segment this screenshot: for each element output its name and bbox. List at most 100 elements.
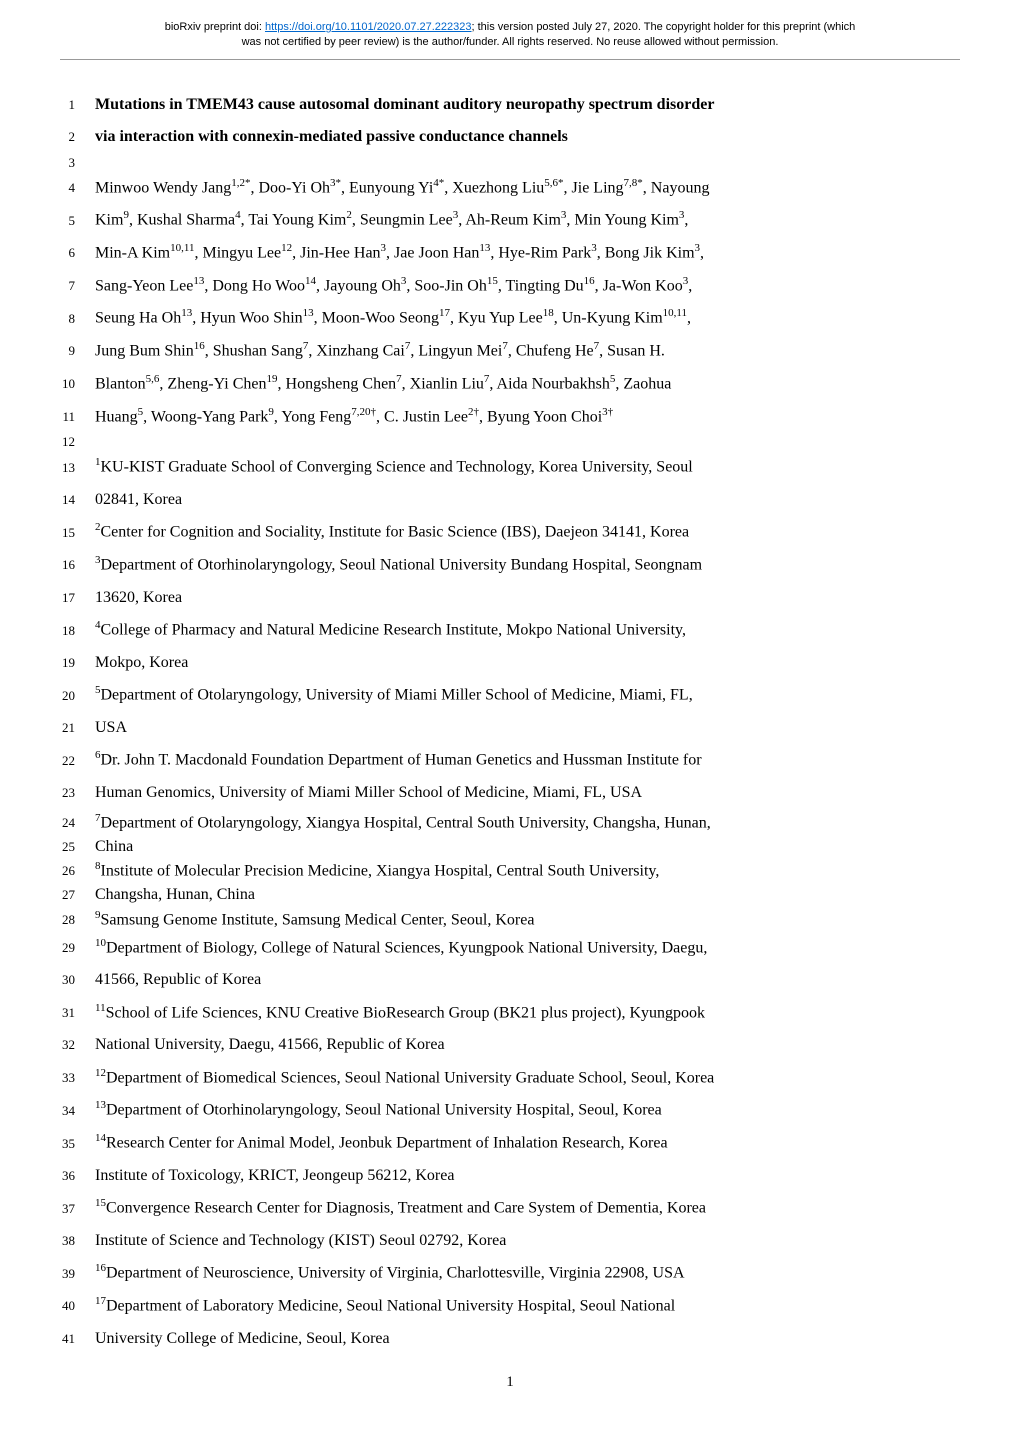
manuscript-line: 268Institute of Molecular Precision Medi…: [60, 859, 960, 882]
line-content: National University, Daegu, 41566, Repub…: [95, 1030, 960, 1060]
manuscript-line: 3041566, Republic of Korea: [60, 965, 960, 995]
manuscript-line: 131KU-KIST Graduate School of Converging…: [60, 452, 960, 483]
manuscript-line: 11Huang5, Woong-Yang Park9, Yong Feng7,2…: [60, 402, 960, 433]
manuscript-line: 5Kim9, Kushal Sharma4, Tai Young Kim2, S…: [60, 205, 960, 236]
manuscript-line: 19Mokpo, Korea: [60, 648, 960, 678]
line-number: 7: [60, 278, 95, 294]
manuscript-line: 3413Department of Otorhinolaryngology, S…: [60, 1095, 960, 1126]
manuscript-line: 3916Department of Neuroscience, Universi…: [60, 1258, 960, 1289]
manuscript-line: 12: [60, 434, 960, 450]
line-content: 12Department of Biomedical Sciences, Seo…: [95, 1063, 960, 1094]
line-number: 6: [60, 245, 95, 261]
line-content: University College of Medicine, Seoul, K…: [95, 1324, 960, 1354]
line-number: 1: [60, 97, 95, 113]
line-content: 17Department of Laboratory Medicine, Seo…: [95, 1291, 960, 1322]
line-number: 21: [60, 720, 95, 736]
line-content: 2Center for Cognition and Sociality, Ins…: [95, 517, 960, 548]
line-content: 4College of Pharmacy and Natural Medicin…: [95, 615, 960, 646]
line-number: 40: [60, 1298, 95, 1314]
line-content: Kim9, Kushal Sharma4, Tai Young Kim2, Se…: [95, 205, 960, 236]
manuscript-line: 8Seung Ha Oh13, Hyun Woo Shin13, Moon-Wo…: [60, 303, 960, 334]
manuscript-line: 25China: [60, 836, 960, 858]
line-content: 15Convergence Research Center for Diagno…: [95, 1193, 960, 1224]
preprint-header: bioRxiv preprint doi: https://doi.org/10…: [60, 20, 960, 60]
line-content: 14Research Center for Animal Model, Jeon…: [95, 1128, 960, 1159]
line-number: 9: [60, 343, 95, 359]
line-number: 20: [60, 688, 95, 704]
manuscript-line: 38Institute of Science and Technology (K…: [60, 1226, 960, 1256]
manuscript-line: 4017Department of Laboratory Medicine, S…: [60, 1291, 960, 1322]
doi-link[interactable]: https://doi.org/10.1101/2020.07.27.22232…: [265, 21, 472, 33]
line-content: 1KU-KIST Graduate School of Converging S…: [95, 452, 960, 483]
manuscript-line: 9Jung Bum Shin16, Shushan Sang7, Xinzhan…: [60, 336, 960, 367]
line-number: 11: [60, 409, 95, 425]
line-number: 33: [60, 1070, 95, 1086]
manuscript-line: 3312Department of Biomedical Sciences, S…: [60, 1063, 960, 1094]
line-content: Mutations in TMEM43 cause autosomal domi…: [95, 90, 960, 120]
page-number: 1: [60, 1374, 960, 1391]
manuscript-line: 3111School of Life Sciences, KNU Creativ…: [60, 998, 960, 1029]
line-content: Blanton5,6, Zheng-Yi Chen19, Hongsheng C…: [95, 369, 960, 400]
line-number: 18: [60, 623, 95, 639]
line-number: 36: [60, 1168, 95, 1184]
manuscript-line: 289Samsung Genome Institute, Samsung Med…: [60, 908, 960, 931]
line-content: Jung Bum Shin16, Shushan Sang7, Xinzhang…: [95, 336, 960, 367]
manuscript-line: 7Sang-Yeon Lee13, Dong Ho Woo14, Jayoung…: [60, 271, 960, 302]
line-number: 10: [60, 376, 95, 392]
manuscript-line: 247Department of Otolaryngology, Xiangya…: [60, 811, 960, 834]
line-content: 16Department of Neuroscience, University…: [95, 1258, 960, 1289]
line-content: 8Institute of Molecular Precision Medici…: [95, 859, 960, 882]
manuscript-line: 3514Research Center for Animal Model, Je…: [60, 1128, 960, 1159]
line-number: 23: [60, 785, 95, 801]
line-number: 25: [60, 839, 95, 855]
line-number: 14: [60, 492, 95, 508]
line-content: Institute of Science and Technology (KIS…: [95, 1226, 960, 1256]
line-number: 27: [60, 887, 95, 903]
manuscript-line: 205Department of Otolaryngology, Univers…: [60, 680, 960, 711]
line-number: 24: [60, 815, 95, 831]
line-content: 6Dr. John T. Macdonald Foundation Depart…: [95, 745, 960, 776]
manuscript-line: 2via interaction with connexin-mediated …: [60, 122, 960, 152]
line-number: 41: [60, 1331, 95, 1347]
line-number: 35: [60, 1136, 95, 1152]
line-content: Institute of Toxicology, KRICT, Jeongeup…: [95, 1161, 960, 1191]
manuscript-line: 32National University, Daegu, 41566, Rep…: [60, 1030, 960, 1060]
line-number: 5: [60, 213, 95, 229]
line-content: Min-A Kim10,11, Mingyu Lee12, Jin-Hee Ha…: [95, 238, 960, 269]
manuscript-line: 23Human Genomics, University of Miami Mi…: [60, 778, 960, 808]
preprint-suffix2: was not certified by peer review) is the…: [242, 36, 779, 48]
manuscript-line: 6Min-A Kim10,11, Mingyu Lee12, Jin-Hee H…: [60, 238, 960, 269]
line-number: 39: [60, 1266, 95, 1282]
manuscript-line: 152Center for Cognition and Sociality, I…: [60, 517, 960, 548]
line-content: 13620, Korea: [95, 583, 960, 613]
line-number: 37: [60, 1201, 95, 1217]
line-content: 11School of Life Sciences, KNU Creative …: [95, 998, 960, 1029]
manuscript-body: 1Mutations in TMEM43 cause autosomal dom…: [60, 90, 960, 1354]
line-number: 30: [60, 972, 95, 988]
manuscript-line: 3: [60, 155, 960, 171]
line-number: 3: [60, 155, 95, 171]
line-content: Minwoo Wendy Jang1,2*, Doo-Yi Oh3*, Euny…: [95, 173, 960, 204]
line-number: 17: [60, 590, 95, 606]
line-number: 13: [60, 460, 95, 476]
manuscript-line: 1713620, Korea: [60, 583, 960, 613]
line-content: 13Department of Otorhinolaryngology, Seo…: [95, 1095, 960, 1126]
line-number: 38: [60, 1233, 95, 1249]
line-content: China: [95, 836, 960, 858]
manuscript-line: 21USA: [60, 713, 960, 743]
manuscript-line: 4Minwoo Wendy Jang1,2*, Doo-Yi Oh3*, Eun…: [60, 173, 960, 204]
line-number: 15: [60, 525, 95, 541]
line-content: 02841, Korea: [95, 485, 960, 515]
line-content: Huang5, Woong-Yang Park9, Yong Feng7,20†…: [95, 402, 960, 433]
manuscript-line: 2910Department of Biology, College of Na…: [60, 933, 960, 964]
manuscript-line: 184College of Pharmacy and Natural Medic…: [60, 615, 960, 646]
line-number: 16: [60, 557, 95, 573]
line-content: 9Samsung Genome Institute, Samsung Medic…: [95, 908, 960, 931]
manuscript-line: 3715Convergence Research Center for Diag…: [60, 1193, 960, 1224]
line-content: 7Department of Otolaryngology, Xiangya H…: [95, 811, 960, 834]
line-number: 2: [60, 129, 95, 145]
line-number: 28: [60, 912, 95, 928]
manuscript-line: 36Institute of Toxicology, KRICT, Jeonge…: [60, 1161, 960, 1191]
line-number: 34: [60, 1103, 95, 1119]
line-number: 22: [60, 753, 95, 769]
